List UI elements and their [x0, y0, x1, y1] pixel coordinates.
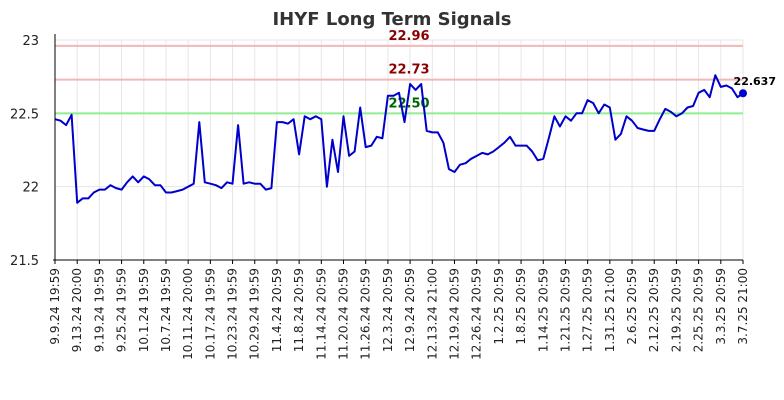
last-point-marker — [739, 89, 747, 98]
last-point-label: 22.637 — [734, 75, 776, 88]
x-tick-label: 12.19.24 20:59 — [447, 268, 461, 360]
x-tick-label: 12.9.24 20:59 — [403, 268, 417, 352]
signal-levels: 22.96 22.73 22.50 — [55, 29, 743, 115]
x-tick-label: 1.27.25 20:59 — [581, 268, 595, 352]
x-tick-label: 11.14.24 20:59 — [314, 268, 328, 360]
x-tick-label: 1.31.25 21:00 — [603, 268, 617, 352]
x-tick-label: 9.9.24 19:59 — [48, 268, 62, 345]
price-series: 22.637 — [54, 74, 776, 204]
x-tick-label: 9.25.24 19:59 — [115, 268, 129, 352]
x-tick-label: 12.3.24 20:59 — [381, 268, 395, 352]
x-tick-label: 10.29.24 19:59 — [248, 268, 262, 360]
y-axis-ticks: 21.5 22 22.5 23 — [10, 34, 39, 269]
x-tick-label: 12.26.24 20:59 — [470, 268, 484, 360]
x-tick-label: 3.7.25 21:00 — [736, 268, 750, 345]
level-label-support: 22.50 — [388, 96, 429, 111]
x-tick-label: 1.14.25 20:59 — [536, 268, 550, 352]
x-tick-label: 2.19.25 20:59 — [669, 268, 683, 352]
x-tick-label: 11.8.24 20:59 — [292, 268, 306, 352]
x-tick-label: 3.3.25 20:59 — [714, 268, 728, 345]
y-tick-label: 22 — [22, 181, 39, 196]
x-tick-label: 11.4.24 20:59 — [270, 268, 284, 352]
x-axis-ticks: 9.9.24 19:59 9.13.24 20:00 9.19.24 19:59 9.… — [48, 268, 750, 360]
x-tick-label: 10.7.24 19:59 — [159, 268, 173, 352]
axes — [53, 34, 744, 264]
price-line — [54, 74, 744, 204]
x-tick-label: 11.20.24 20:59 — [337, 268, 351, 360]
x-tick-label: 10.1.24 19:59 — [137, 268, 151, 352]
y-tick-label: 22.5 — [10, 107, 39, 122]
x-tick-label: 10.17.24 19:59 — [203, 268, 217, 360]
x-tick-label: 2.12.25 20:59 — [647, 268, 661, 352]
x-tick-label: 1.21.25 20:59 — [558, 268, 572, 352]
x-tick-label: 1.2.25 20:59 — [492, 268, 506, 345]
x-tick-label: 2.25.25 20:59 — [692, 268, 706, 352]
x-tick-label: 11.26.24 20:59 — [359, 268, 373, 360]
x-tick-label: 9.19.24 19:59 — [92, 268, 106, 352]
grid-lines — [54, 39, 744, 261]
level-label-resistance: 22.96 — [388, 29, 429, 44]
x-tick-label: 10.11.24 20:00 — [181, 268, 195, 360]
x-tick-label: 2.6.25 20:59 — [625, 268, 639, 345]
x-tick-label: 9.13.24 20:00 — [70, 268, 84, 352]
level-label-resistance: 22.73 — [388, 63, 429, 78]
y-tick-label: 23 — [22, 34, 39, 49]
chart-title: IHYF Long Term Signals — [272, 9, 511, 30]
x-tick-label: 10.23.24 19:59 — [226, 268, 240, 360]
x-tick-label: 1.8.25 20:59 — [514, 268, 528, 345]
y-tick-label: 21.5 — [10, 254, 39, 269]
x-tick-label: 12.13.24 21:00 — [425, 268, 439, 360]
